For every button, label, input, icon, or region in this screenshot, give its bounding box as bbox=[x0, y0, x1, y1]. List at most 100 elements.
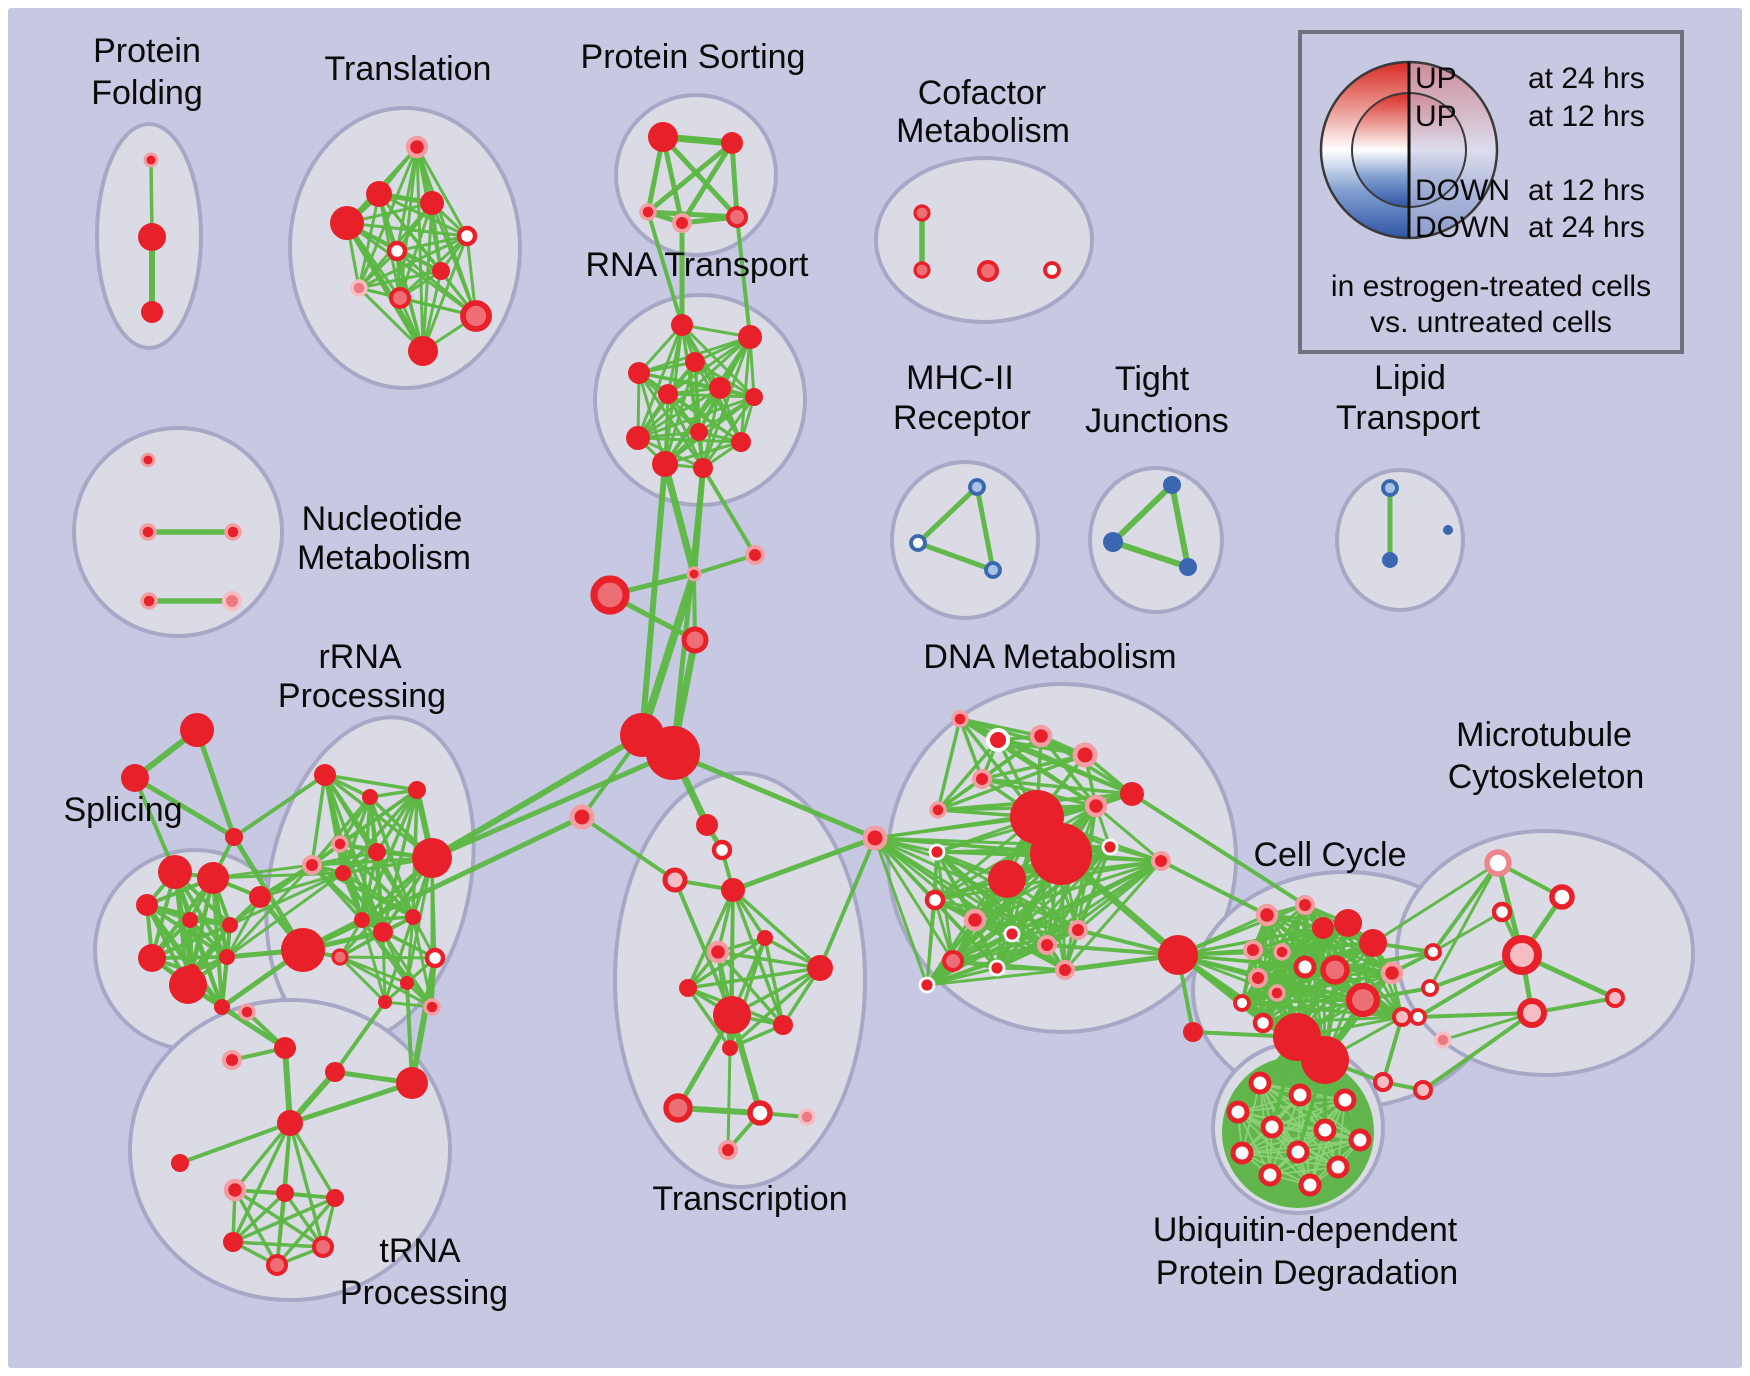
node-tr15[interactable] bbox=[718, 1140, 738, 1160]
node-tr13[interactable] bbox=[747, 1100, 773, 1126]
node-rr3[interactable] bbox=[408, 781, 426, 799]
node-cc16[interactable] bbox=[1380, 961, 1404, 985]
node-t3[interactable] bbox=[330, 206, 364, 240]
node-rr15[interactable] bbox=[378, 995, 392, 1009]
node-t4[interactable] bbox=[420, 191, 444, 215]
node-tc1[interactable] bbox=[274, 1037, 296, 1059]
node-d1[interactable] bbox=[986, 728, 1010, 752]
node-u12[interactable] bbox=[1298, 1173, 1322, 1197]
node-tr1[interactable] bbox=[696, 814, 718, 836]
node-t9[interactable] bbox=[388, 286, 412, 310]
node-cc5[interactable] bbox=[1359, 929, 1387, 957]
node-mt1[interactable] bbox=[1484, 849, 1512, 877]
node-ccl[interactable] bbox=[1158, 935, 1198, 975]
node-nm3[interactable] bbox=[224, 523, 242, 541]
node-sp12[interactable] bbox=[238, 1003, 256, 1021]
node-t1[interactable] bbox=[405, 135, 429, 159]
node-tr6[interactable] bbox=[706, 940, 730, 964]
node-u10[interactable] bbox=[1326, 1155, 1350, 1179]
node-r6[interactable] bbox=[709, 377, 731, 399]
node-u5[interactable] bbox=[1260, 1115, 1284, 1139]
node-r10[interactable] bbox=[731, 432, 751, 452]
node-hx1[interactable] bbox=[223, 1178, 247, 1202]
node-mt5[interactable] bbox=[1605, 988, 1625, 1008]
node-r12[interactable] bbox=[693, 458, 713, 478]
node-ch4[interactable] bbox=[681, 626, 709, 654]
node-pf2[interactable] bbox=[138, 223, 166, 251]
node-mh2[interactable] bbox=[909, 534, 927, 552]
node-r11[interactable] bbox=[652, 451, 678, 477]
node-ps3[interactable] bbox=[639, 203, 657, 221]
node-tj2[interactable] bbox=[1103, 532, 1123, 552]
node-r7[interactable] bbox=[745, 388, 763, 406]
node-cc2[interactable] bbox=[1295, 895, 1315, 915]
node-tr5[interactable] bbox=[757, 930, 773, 946]
node-t8[interactable] bbox=[350, 279, 368, 297]
node-sp3[interactable] bbox=[136, 894, 158, 916]
node-rr16[interactable] bbox=[423, 998, 441, 1016]
node-d19[interactable] bbox=[1055, 960, 1075, 980]
node-rr1[interactable] bbox=[314, 764, 336, 786]
node-sph[interactable] bbox=[281, 928, 325, 972]
node-nm1[interactable] bbox=[140, 452, 156, 468]
node-mt2[interactable] bbox=[1549, 884, 1575, 910]
node-tj1[interactable] bbox=[1163, 476, 1181, 494]
node-tr4[interactable] bbox=[721, 878, 745, 902]
node-cf3[interactable] bbox=[976, 259, 1000, 283]
node-lp1[interactable] bbox=[1381, 479, 1399, 497]
node-sp2[interactable] bbox=[197, 862, 229, 894]
node-t10[interactable] bbox=[460, 300, 492, 332]
node-hx2[interactable] bbox=[276, 1184, 294, 1202]
node-x2[interactable] bbox=[121, 764, 149, 792]
node-cc4[interactable] bbox=[1334, 909, 1362, 937]
node-hub2[interactable] bbox=[646, 726, 700, 780]
node-d10[interactable] bbox=[928, 843, 946, 861]
node-t6[interactable] bbox=[386, 240, 408, 262]
node-t7[interactable] bbox=[432, 262, 450, 280]
node-d2[interactable] bbox=[1029, 724, 1053, 748]
node-tc6[interactable] bbox=[171, 1154, 189, 1172]
node-cc12[interactable] bbox=[1233, 994, 1251, 1012]
node-nm5[interactable] bbox=[222, 591, 242, 611]
node-x1[interactable] bbox=[180, 713, 214, 747]
node-d20[interactable] bbox=[951, 710, 969, 728]
node-tr10[interactable] bbox=[773, 1015, 793, 1035]
node-mt7[interactable] bbox=[1434, 1031, 1452, 1049]
node-u8[interactable] bbox=[1230, 1141, 1254, 1165]
node-bn[interactable] bbox=[249, 886, 271, 908]
node-ub13[interactable] bbox=[1373, 1072, 1393, 1092]
node-r5[interactable] bbox=[658, 384, 678, 404]
node-cc11[interactable] bbox=[1268, 984, 1286, 1002]
node-cc1[interactable] bbox=[1255, 903, 1279, 927]
node-m0b[interactable] bbox=[1421, 979, 1439, 997]
node-d15[interactable] bbox=[1068, 920, 1088, 940]
node-tc5[interactable] bbox=[277, 1110, 303, 1136]
node-nm2[interactable] bbox=[139, 523, 157, 541]
node-tc2[interactable] bbox=[222, 1050, 242, 1070]
node-cc6[interactable] bbox=[1243, 940, 1263, 960]
node-tr11[interactable] bbox=[722, 1040, 738, 1056]
node-cf2[interactable] bbox=[913, 261, 931, 279]
node-d7[interactable] bbox=[1120, 782, 1144, 806]
node-d5[interactable] bbox=[929, 801, 947, 819]
node-rr11[interactable] bbox=[405, 909, 421, 925]
node-D3[interactable] bbox=[988, 860, 1026, 898]
node-r2[interactable] bbox=[738, 325, 762, 349]
node-ch1[interactable] bbox=[745, 545, 765, 565]
node-cc13[interactable] bbox=[1252, 1012, 1274, 1034]
node-cce[interactable] bbox=[1183, 1022, 1203, 1042]
node-tr8[interactable] bbox=[807, 955, 833, 981]
node-u7[interactable] bbox=[1348, 1128, 1372, 1152]
node-d11[interactable] bbox=[924, 889, 946, 911]
node-rr14[interactable] bbox=[400, 976, 414, 990]
node-rr7[interactable] bbox=[335, 865, 351, 881]
node-cc7[interactable] bbox=[1273, 943, 1291, 961]
node-d12[interactable] bbox=[963, 908, 987, 932]
node-tc3[interactable] bbox=[325, 1062, 345, 1082]
node-u4[interactable] bbox=[1226, 1100, 1250, 1124]
node-cc10[interactable] bbox=[1248, 968, 1268, 988]
node-t2[interactable] bbox=[366, 181, 392, 207]
node-pf3[interactable] bbox=[141, 301, 163, 323]
node-mt6[interactable] bbox=[1517, 998, 1547, 1028]
node-d8[interactable] bbox=[1151, 851, 1171, 871]
